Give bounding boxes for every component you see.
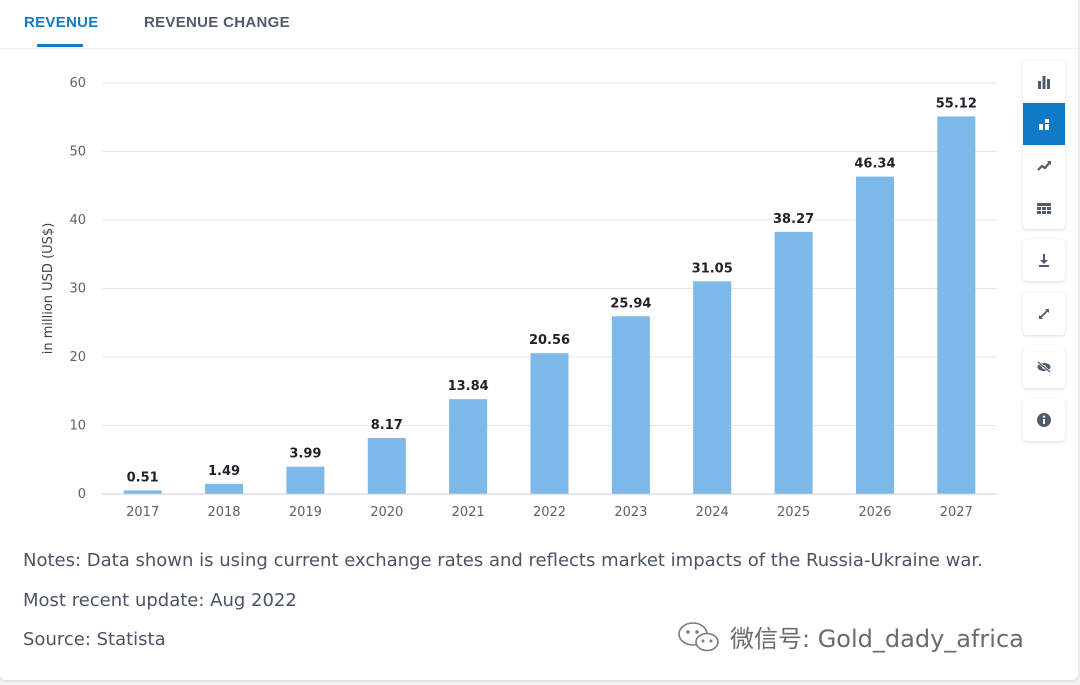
data-label: 20.56 <box>529 333 570 348</box>
chart-type-group <box>1023 61 1065 229</box>
download-button[interactable] <box>1023 239 1065 281</box>
y-tick-label: 50 <box>69 145 86 160</box>
data-label: 0.51 <box>127 471 159 486</box>
y-tick-label: 20 <box>69 350 86 365</box>
bar-2023 <box>611 316 650 494</box>
bar-2017 <box>123 490 162 494</box>
y-tick-label: 0 <box>78 487 86 502</box>
data-label: 38.27 <box>773 212 814 227</box>
tab-revenue[interactable]: REVENUE <box>24 14 99 31</box>
stacked-chart-icon <box>1039 119 1049 130</box>
y-tick-label: 10 <box>69 419 86 434</box>
fullscreen-icon <box>1039 309 1049 319</box>
bar-2024 <box>693 281 732 494</box>
bar-2018 <box>205 483 244 494</box>
info-icon <box>1037 413 1051 427</box>
update-date: Most recent update: Aug 2022 <box>23 590 297 611</box>
watermark: 微信号: Gold_dady_africa <box>676 616 1024 656</box>
x-tick-label: 2024 <box>696 505 729 520</box>
source-credit: Source: Statista <box>23 629 166 650</box>
bar-chart-button[interactable] <box>1023 61 1065 103</box>
tab-bar: REVENUE REVENUE CHANGE <box>0 0 1078 49</box>
x-tick-label: 2027 <box>940 505 973 520</box>
x-tick-label: 2017 <box>126 505 159 520</box>
bar-2022 <box>530 353 569 494</box>
bar-2019 <box>286 466 325 494</box>
fullscreen-button[interactable] <box>1023 293 1065 335</box>
data-label: 25.94 <box>610 296 651 311</box>
bar-2020 <box>367 438 406 494</box>
chart-notes: Notes: Data shown is using current excha… <box>23 550 983 571</box>
stacked-chart-button[interactable] <box>1023 103 1065 145</box>
y-axis-title: in million USD (US$) <box>41 223 56 355</box>
data-label: 3.99 <box>289 447 321 462</box>
x-tick-label: 2020 <box>370 505 403 520</box>
line-chart-button[interactable] <box>1023 145 1065 187</box>
data-label: 1.49 <box>208 464 240 479</box>
x-tick-label: 2026 <box>858 505 891 520</box>
info-button[interactable] <box>1023 399 1065 441</box>
x-tick-label: 2019 <box>289 505 322 520</box>
y-tick-label: 40 <box>69 213 86 228</box>
x-tick-label: 2018 <box>207 505 240 520</box>
data-label: 31.05 <box>692 261 733 276</box>
line-chart-icon <box>1037 161 1051 171</box>
bar-2026 <box>855 176 894 495</box>
tab-revenue-change[interactable]: REVENUE CHANGE <box>144 14 290 31</box>
data-label: 8.17 <box>371 418 403 433</box>
data-label: 46.34 <box>854 157 895 172</box>
watermark-text: 微信号: Gold_dady_africa <box>730 624 1024 653</box>
data-label: 55.12 <box>936 96 977 111</box>
table-view-button[interactable] <box>1023 187 1065 229</box>
y-tick-label: 30 <box>69 282 86 297</box>
bar-chart-icon <box>1038 76 1050 89</box>
data-label: 13.84 <box>448 379 489 394</box>
bar-2021 <box>449 399 488 494</box>
active-tab-indicator <box>37 44 83 47</box>
hide-button[interactable] <box>1023 346 1065 388</box>
hide-icon <box>1037 361 1051 373</box>
x-tick-label: 2025 <box>777 505 810 520</box>
y-tick-label: 60 <box>69 76 86 91</box>
download-icon <box>1039 254 1049 267</box>
x-tick-label: 2021 <box>452 505 485 520</box>
bar-2025 <box>774 231 813 494</box>
x-tick-label: 2023 <box>614 505 647 520</box>
revenue-bar-chart: 0.51 1.49 3.99 8.17 13.84 20.56 25.94 31.05 38.2… <box>41 76 997 520</box>
table-icon <box>1037 203 1051 214</box>
bar-2027 <box>937 116 976 494</box>
x-tick-label: 2022 <box>533 505 566 520</box>
wechat-logo-icon <box>678 622 719 652</box>
